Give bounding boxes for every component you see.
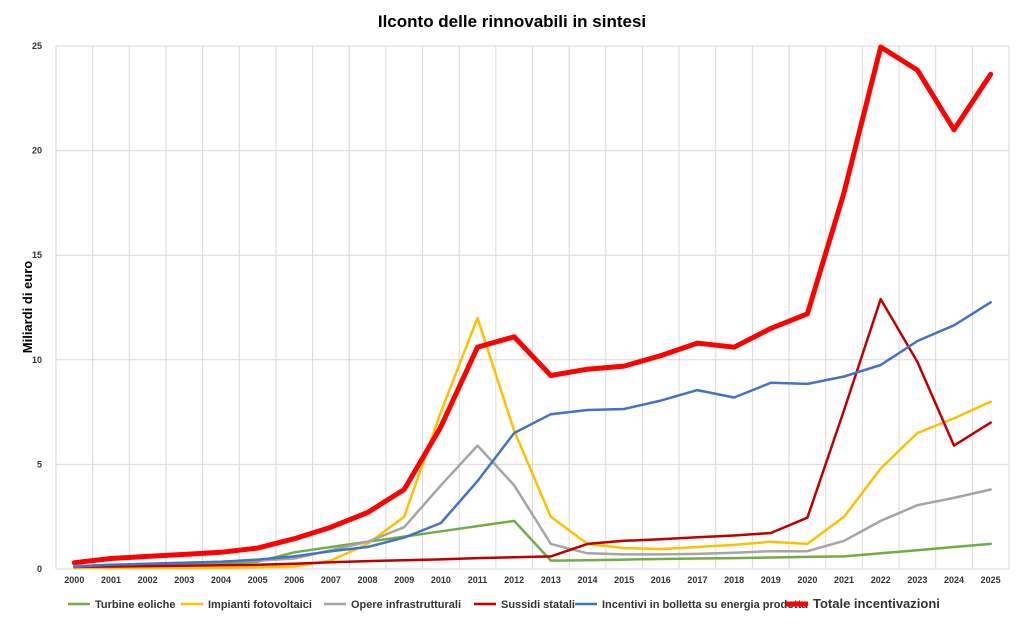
x-tick-label: 2006 <box>284 575 304 585</box>
y-axis-label: Miliardi di euro <box>20 261 35 354</box>
legend: Turbine eoliche Impianti fotovoltaici Oper… <box>68 596 940 611</box>
chart-title: Ilconto delle rinnovabili in sintesi <box>378 12 646 31</box>
x-tick-label: 2003 <box>174 575 194 585</box>
x-tick-label: 2018 <box>724 575 744 585</box>
y-tick-label: 10 <box>32 355 42 365</box>
x-tick-label: 2025 <box>981 575 1001 585</box>
x-tick-label: 2022 <box>871 575 891 585</box>
x-tick-label: 2021 <box>834 575 854 585</box>
x-tick-label: 2011 <box>468 575 488 585</box>
y-tick-label: 5 <box>37 459 42 469</box>
x-tick-label: 2024 <box>944 575 964 585</box>
x-tick-label: 2019 <box>761 575 781 585</box>
x-tick-label: 2010 <box>431 575 451 585</box>
x-tick-label: 2005 <box>248 575 268 585</box>
legend-label: Sussidi statali <box>501 599 575 611</box>
legend-label: Opere infrastrutturali <box>351 599 461 611</box>
series-line-6 <box>71 44 994 566</box>
x-tick-label: 2012 <box>504 575 524 585</box>
series-line-2 <box>73 316 992 570</box>
x-tick-label: 2017 <box>687 575 707 585</box>
series-layer <box>71 44 994 570</box>
x-tick-label: 2013 <box>541 575 561 585</box>
x-tick-label: 2004 <box>211 575 231 585</box>
legend-label: Turbine eoliche <box>95 599 175 611</box>
y-tick-label: 20 <box>32 146 42 156</box>
x-tick-label: 2009 <box>394 575 414 585</box>
legend-label: Totale incentivazioni <box>813 596 940 611</box>
x-tick-label: 2016 <box>651 575 671 585</box>
x-tick-label: 2000 <box>64 575 84 585</box>
y-tick-label: 25 <box>32 41 42 51</box>
y-tick-label: 0 <box>37 564 42 574</box>
x-tick-label: 2023 <box>907 575 927 585</box>
grid-layer <box>55 45 1010 570</box>
x-tick-label: 2002 <box>138 575 158 585</box>
x-tick-label: 2001 <box>101 575 121 585</box>
x-tick-label: 2007 <box>321 575 341 585</box>
series-line-5 <box>73 301 992 569</box>
y-tick-label: 15 <box>32 250 42 260</box>
legend-label: Impianti fotovoltaici <box>208 599 312 611</box>
legend-label: Incentivi in bolletta su energia prodott… <box>602 599 808 611</box>
series-line-4 <box>73 297 992 569</box>
x-tick-label: 2020 <box>797 575 817 585</box>
series-line-1 <box>73 519 992 570</box>
x-tick-label: 2014 <box>577 575 597 585</box>
x-tick-label: 2015 <box>614 575 634 585</box>
x-tick-label: 2008 <box>358 575 378 585</box>
